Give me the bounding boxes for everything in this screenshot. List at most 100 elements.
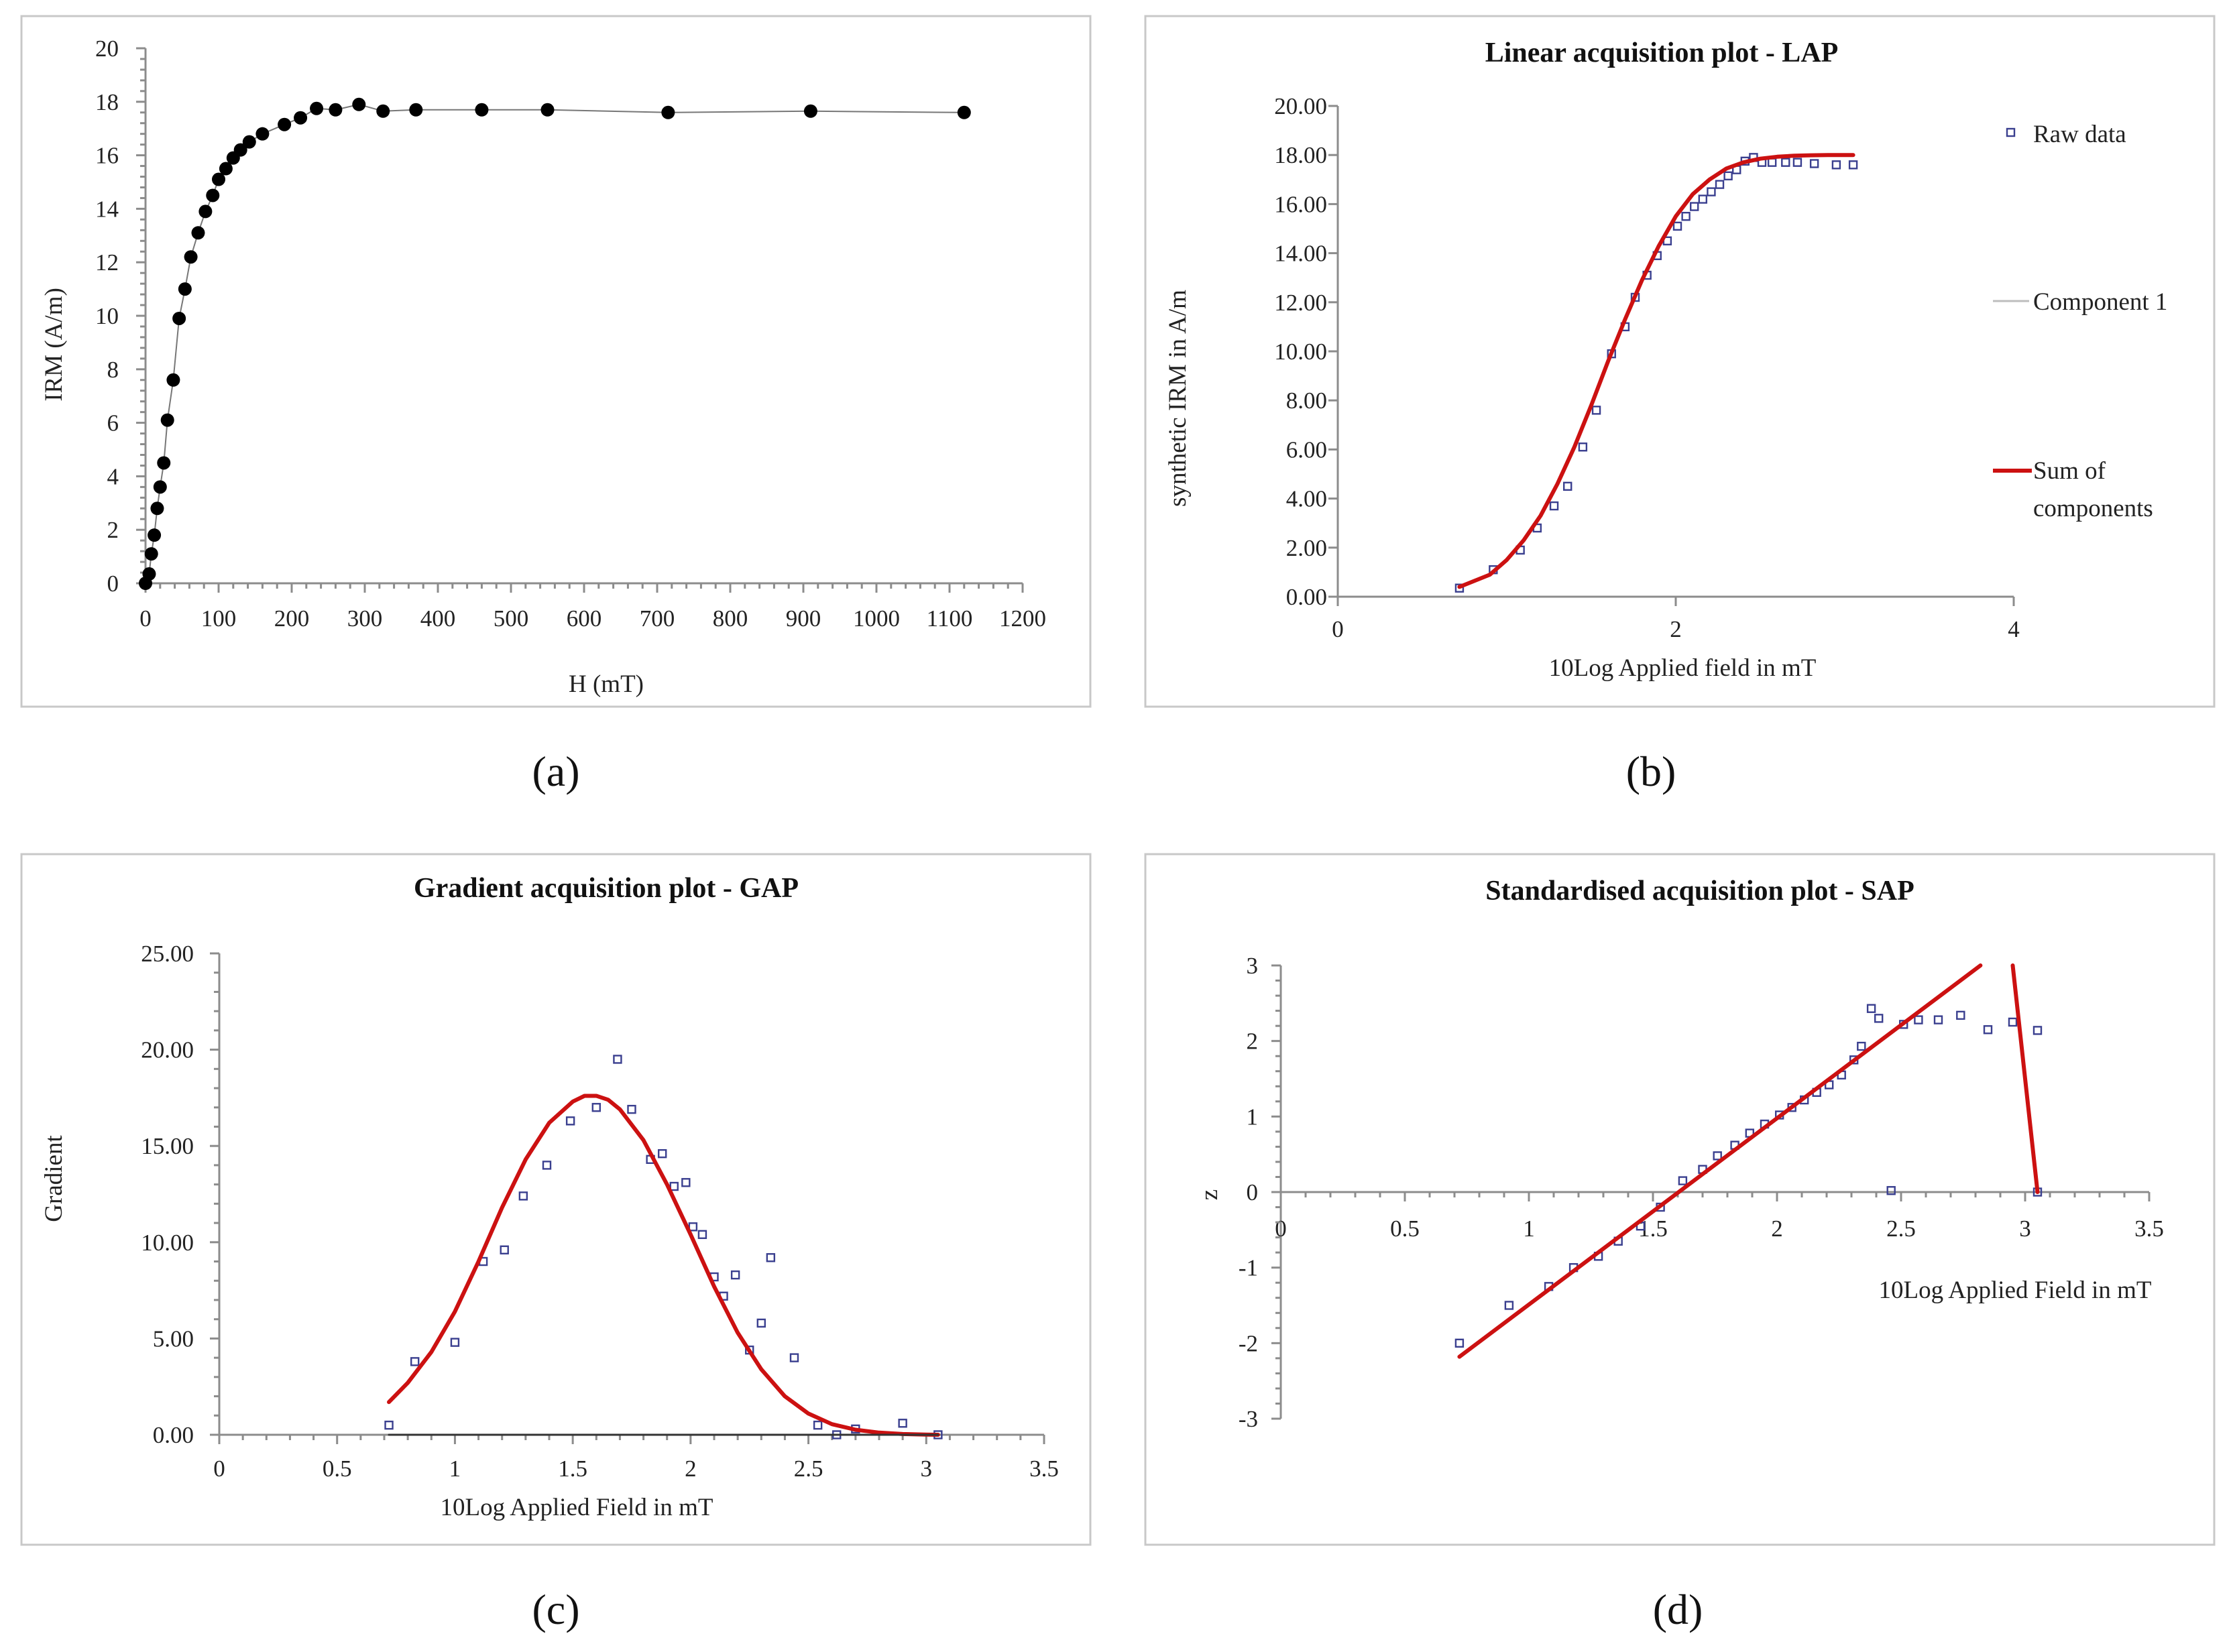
panel-a-data-point xyxy=(661,105,675,119)
panel-d-x-tick-label: 2.5 xyxy=(1886,1216,1916,1242)
panel-b-data-point xyxy=(1563,481,1572,491)
panel-a-data-point xyxy=(352,97,366,111)
panel-a-y-tick-label: 10 xyxy=(95,303,119,329)
panel-b-ylabel: synthetic IRM in A/m xyxy=(1164,290,1192,507)
panel-a-ylabel: IRM (A/m) xyxy=(40,288,68,402)
panel-c-x-tick-label: 3 xyxy=(921,1456,933,1482)
panel-a-y-tick-label: 4 xyxy=(107,463,119,489)
panel-c-data-point xyxy=(518,1191,528,1201)
panel-c-xlabel: 10Log Applied Field in mT xyxy=(441,1494,713,1521)
panel-b-data-point xyxy=(1707,187,1716,196)
panel-c-x-tick-label: 0 xyxy=(213,1456,225,1482)
panel-b-y-tick-label: 18.00 xyxy=(1274,142,1327,168)
panel-c-data-point xyxy=(756,1318,766,1328)
panel-a-data-point xyxy=(172,311,186,325)
panel-c-y-tick-label: 20.00 xyxy=(141,1037,194,1063)
panel-a-x-tick-label: 600 xyxy=(567,605,602,632)
panel-c-y-tick-label: 25.00 xyxy=(141,941,194,967)
panel-a-data-point xyxy=(198,204,213,219)
panel-b-x-tick-label: 4 xyxy=(2008,616,2020,642)
panel-d: Standardised acquisition plot - SAP 0 0.5… xyxy=(1144,853,2216,1546)
panel-b-data-point xyxy=(1848,160,1858,170)
panel-c-data-point xyxy=(542,1161,552,1170)
panel-a-y-tick-label: 12 xyxy=(95,249,119,276)
panel-d-x-tick-label: 2 xyxy=(1771,1216,1783,1242)
panel-a-x-tick-label: 300 xyxy=(347,605,383,632)
panel-b-data-point xyxy=(1831,160,1841,170)
panel-a-xlabel: H (mT) xyxy=(569,670,644,698)
panel-c-y-tick-label: 0.00 xyxy=(153,1422,194,1448)
panel-a-data-point xyxy=(475,103,489,117)
panel-b-y-tick-label: 0.00 xyxy=(1286,584,1327,610)
panel-a-data-point xyxy=(294,111,308,125)
panel-a-data-point xyxy=(219,162,233,176)
panel-c-data-point xyxy=(657,1148,667,1159)
legend-sum-label-line1: Sum of components xyxy=(2033,457,2153,522)
panel-b-legend: Raw data Component 1 Sum of components xyxy=(1993,121,2167,522)
panel-b-data-point xyxy=(1549,501,1559,511)
panel-b-y-tick-label: 6.00 xyxy=(1286,436,1327,463)
panel-a-data-point xyxy=(166,373,180,387)
panel-d-data-point xyxy=(2032,1026,2043,1035)
panel-d-xlabel: 10Log Applied Field in mT xyxy=(1879,1277,2152,1304)
panel-a-data-point xyxy=(150,501,164,516)
panel-d-caption: (d) xyxy=(1653,1586,1703,1633)
panel-d-y-tick-label: 1 xyxy=(1247,1104,1259,1130)
panel-b-x-tick-label: 2 xyxy=(1670,616,1682,642)
panel-c-frame xyxy=(20,853,1092,1546)
panel-c-x-tick-label: 1.5 xyxy=(558,1456,587,1482)
panel-a-data-point xyxy=(178,282,192,296)
panel-b-data-point xyxy=(1723,171,1733,181)
panel-b-y-tick-label: 8.00 xyxy=(1286,388,1327,414)
panel-a-data-point xyxy=(160,413,174,427)
panel-d-data-point xyxy=(1886,1186,1896,1195)
panel-a-caption: (a) xyxy=(532,748,579,795)
panel-b-y-tick-label: 14.00 xyxy=(1274,241,1327,267)
panel-b-y-tick-label: 20.00 xyxy=(1274,93,1327,119)
panel-a-data-point xyxy=(191,226,205,240)
panel-a-data-point xyxy=(206,188,220,202)
panel-b-data-point xyxy=(1672,221,1682,231)
panel-a-x-tick-label: 400 xyxy=(420,605,456,632)
panel-c-y-tick-label: 10.00 xyxy=(141,1230,194,1256)
panel-c-data-point xyxy=(410,1357,420,1366)
panel-c: Gradient acquisition plot - GAP 0 0.5 1 1.5… xyxy=(20,853,1092,1546)
panel-d-y-tick-label: 2 xyxy=(1247,1028,1259,1055)
panel-a-data-point xyxy=(142,567,156,581)
panel-b-data-point xyxy=(1690,202,1699,211)
panel-c-ylabel: Gradient xyxy=(40,1135,68,1222)
panel-b-data-point xyxy=(1591,406,1601,415)
panel-a-data-point xyxy=(233,143,247,157)
panel-b-data-point xyxy=(1681,212,1691,221)
panel-b-data-point xyxy=(1578,442,1588,452)
panel-c-data-point xyxy=(789,1353,799,1362)
panel-a-data-point xyxy=(310,101,324,115)
panel-c-data-point xyxy=(688,1222,698,1232)
panel-a-data-point xyxy=(255,127,270,141)
panel-a-y-tick-label: 6 xyxy=(107,410,119,436)
panel-a-data-point xyxy=(329,103,343,117)
panel-a-x-tick-label: 200 xyxy=(274,605,310,632)
panel-a-data-point xyxy=(184,250,198,264)
panel-a-x-tick-label: 1000 xyxy=(853,605,900,632)
panel-d-x-tick-label: 3.5 xyxy=(2134,1216,2164,1242)
panel-d-data-point xyxy=(1914,1015,1923,1024)
panel-a-data-point xyxy=(803,104,817,118)
panel-a-x-tick-label: 1100 xyxy=(927,605,973,632)
panel-c-data-point xyxy=(766,1253,776,1262)
panel-d-data-point xyxy=(1866,1004,1876,1013)
panel-a-data-point xyxy=(242,135,256,149)
panel-a-data-point xyxy=(376,104,390,118)
panel-a-y-tick-label: 14 xyxy=(95,196,119,222)
panel-b-data-point xyxy=(1715,180,1725,189)
panel-b-data-point xyxy=(1809,159,1819,168)
panel-a-data-point xyxy=(278,117,292,131)
panel-c-data-point xyxy=(669,1181,679,1191)
panel-c-x-tick-label: 0.5 xyxy=(323,1456,352,1482)
panel-b: Linear acquisition plot - LAP 0 2 4 0.00 2.0… xyxy=(1144,15,2216,708)
panel-b-y-tick-label: 4.00 xyxy=(1286,486,1327,512)
panel-a-data-point xyxy=(409,103,423,117)
panel-c-data-point xyxy=(813,1420,823,1430)
panel-c-data-point xyxy=(450,1338,460,1347)
panel-a-data-point xyxy=(148,528,162,542)
